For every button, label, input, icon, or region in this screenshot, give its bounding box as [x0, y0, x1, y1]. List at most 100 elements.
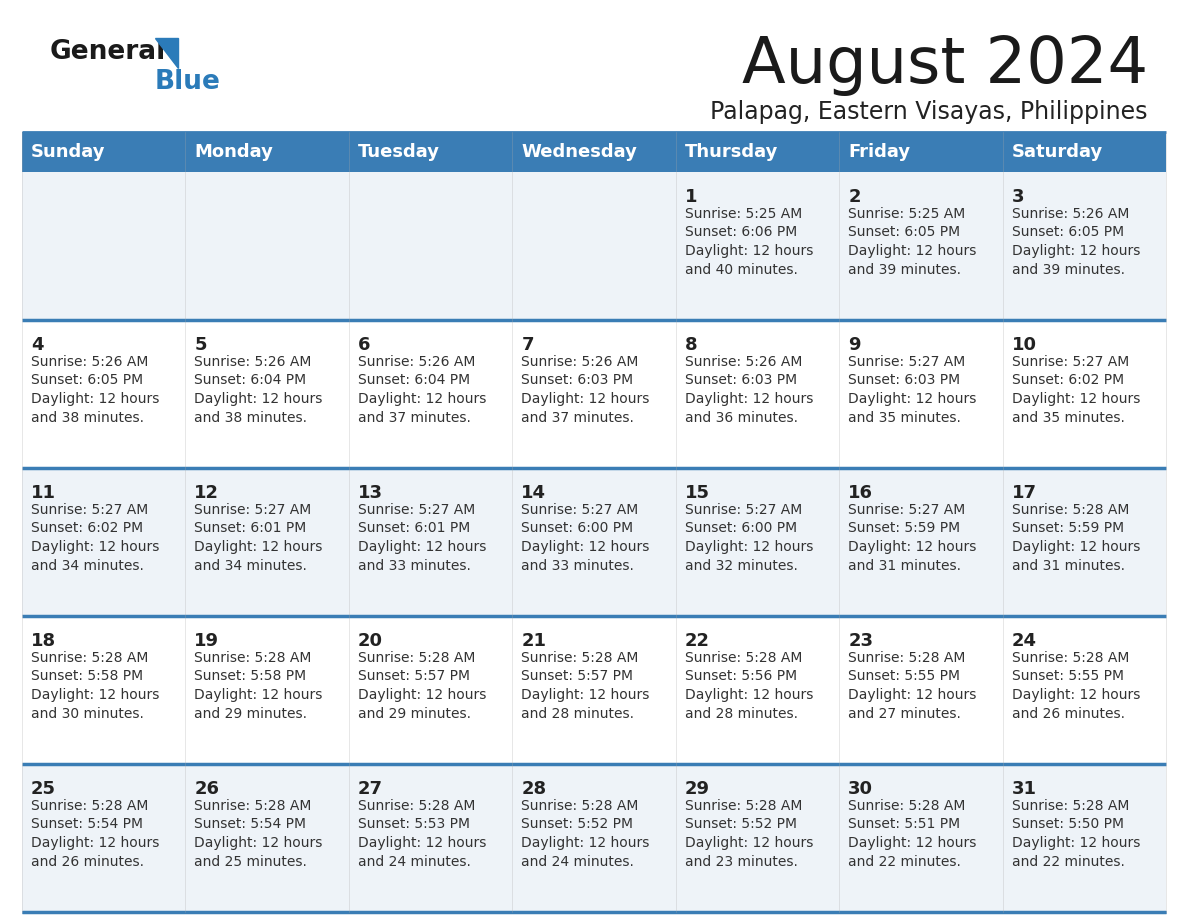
Bar: [676, 764, 839, 912]
Text: and 37 minutes.: and 37 minutes.: [358, 410, 470, 424]
Text: Daylight: 12 hours: Daylight: 12 hours: [684, 540, 813, 554]
Text: 28: 28: [522, 780, 546, 798]
Text: 6: 6: [358, 336, 371, 354]
Text: 27: 27: [358, 780, 383, 798]
Bar: [512, 764, 676, 912]
Bar: [512, 616, 676, 764]
Text: Sunrise: 5:28 AM: Sunrise: 5:28 AM: [522, 799, 639, 813]
Text: and 27 minutes.: and 27 minutes.: [848, 707, 961, 721]
Text: Sunset: 6:03 PM: Sunset: 6:03 PM: [522, 374, 633, 387]
Text: Daylight: 12 hours: Daylight: 12 hours: [848, 392, 977, 406]
Text: Daylight: 12 hours: Daylight: 12 hours: [31, 688, 159, 702]
Text: 17: 17: [1011, 484, 1037, 502]
Text: 8: 8: [684, 336, 697, 354]
Text: 19: 19: [195, 632, 220, 650]
Text: Sunset: 5:55 PM: Sunset: 5:55 PM: [1011, 669, 1124, 684]
Text: Daylight: 12 hours: Daylight: 12 hours: [1011, 836, 1140, 850]
Bar: [839, 468, 1003, 616]
Text: Wednesday: Wednesday: [522, 143, 637, 161]
Text: Sunset: 6:06 PM: Sunset: 6:06 PM: [684, 226, 797, 240]
Text: Sunrise: 5:27 AM: Sunrise: 5:27 AM: [522, 503, 638, 517]
Text: Sunset: 5:54 PM: Sunset: 5:54 PM: [195, 818, 307, 832]
Text: 5: 5: [195, 336, 207, 354]
Bar: [676, 468, 839, 616]
Text: Sunset: 6:02 PM: Sunset: 6:02 PM: [31, 521, 143, 535]
Text: Sunset: 5:53 PM: Sunset: 5:53 PM: [358, 818, 470, 832]
Text: Sunday: Sunday: [31, 143, 106, 161]
Text: and 35 minutes.: and 35 minutes.: [848, 410, 961, 424]
Text: 21: 21: [522, 632, 546, 650]
Bar: [839, 132, 1003, 172]
Text: and 33 minutes.: and 33 minutes.: [522, 558, 634, 573]
Text: 24: 24: [1011, 632, 1037, 650]
Bar: [676, 320, 839, 468]
Text: 3: 3: [1011, 188, 1024, 206]
Text: and 22 minutes.: and 22 minutes.: [848, 855, 961, 868]
Text: Friday: Friday: [848, 143, 910, 161]
Text: Sunset: 6:00 PM: Sunset: 6:00 PM: [684, 521, 797, 535]
Bar: [839, 616, 1003, 764]
Text: and 39 minutes.: and 39 minutes.: [848, 263, 961, 276]
Text: Monday: Monday: [195, 143, 273, 161]
Text: 2: 2: [848, 188, 860, 206]
Polygon shape: [154, 38, 178, 68]
Text: Sunset: 6:04 PM: Sunset: 6:04 PM: [358, 374, 470, 387]
Text: Sunrise: 5:28 AM: Sunrise: 5:28 AM: [848, 799, 966, 813]
Text: and 28 minutes.: and 28 minutes.: [522, 707, 634, 721]
Bar: [512, 132, 676, 172]
Text: 31: 31: [1011, 780, 1037, 798]
Text: Sunset: 6:01 PM: Sunset: 6:01 PM: [195, 521, 307, 535]
Text: Sunrise: 5:27 AM: Sunrise: 5:27 AM: [848, 355, 966, 369]
Text: Sunrise: 5:25 AM: Sunrise: 5:25 AM: [684, 207, 802, 221]
Text: and 38 minutes.: and 38 minutes.: [195, 410, 308, 424]
Bar: [676, 616, 839, 764]
Text: Sunset: 6:03 PM: Sunset: 6:03 PM: [848, 374, 960, 387]
Bar: [349, 616, 512, 764]
Text: Sunrise: 5:28 AM: Sunrise: 5:28 AM: [358, 799, 475, 813]
Bar: [185, 172, 349, 320]
Text: 7: 7: [522, 336, 533, 354]
Text: 26: 26: [195, 780, 220, 798]
Text: Daylight: 12 hours: Daylight: 12 hours: [1011, 392, 1140, 406]
Text: Blue: Blue: [154, 69, 221, 95]
Text: Sunset: 6:03 PM: Sunset: 6:03 PM: [684, 374, 797, 387]
Text: and 26 minutes.: and 26 minutes.: [1011, 707, 1125, 721]
Text: Daylight: 12 hours: Daylight: 12 hours: [358, 688, 486, 702]
Text: Sunrise: 5:28 AM: Sunrise: 5:28 AM: [522, 651, 639, 665]
Text: Daylight: 12 hours: Daylight: 12 hours: [31, 540, 159, 554]
Bar: [23, 468, 185, 616]
Text: August 2024: August 2024: [741, 34, 1148, 96]
Text: Sunrise: 5:28 AM: Sunrise: 5:28 AM: [1011, 799, 1129, 813]
Text: Sunrise: 5:28 AM: Sunrise: 5:28 AM: [195, 651, 311, 665]
Text: Daylight: 12 hours: Daylight: 12 hours: [195, 392, 323, 406]
Text: Daylight: 12 hours: Daylight: 12 hours: [848, 688, 977, 702]
Text: Sunset: 6:05 PM: Sunset: 6:05 PM: [1011, 226, 1124, 240]
Text: 20: 20: [358, 632, 383, 650]
Text: Sunset: 5:55 PM: Sunset: 5:55 PM: [848, 669, 960, 684]
Text: Daylight: 12 hours: Daylight: 12 hours: [522, 688, 650, 702]
Text: Sunset: 6:02 PM: Sunset: 6:02 PM: [1011, 374, 1124, 387]
Bar: [1003, 468, 1165, 616]
Text: 30: 30: [848, 780, 873, 798]
Text: and 29 minutes.: and 29 minutes.: [195, 707, 308, 721]
Text: Thursday: Thursday: [684, 143, 778, 161]
Text: and 33 minutes.: and 33 minutes.: [358, 558, 470, 573]
Text: General: General: [50, 39, 166, 65]
Bar: [512, 320, 676, 468]
Text: 25: 25: [31, 780, 56, 798]
Bar: [23, 132, 185, 172]
Text: 23: 23: [848, 632, 873, 650]
Bar: [185, 616, 349, 764]
Text: Sunrise: 5:28 AM: Sunrise: 5:28 AM: [1011, 651, 1129, 665]
Bar: [349, 320, 512, 468]
Text: and 30 minutes.: and 30 minutes.: [31, 707, 144, 721]
Text: and 23 minutes.: and 23 minutes.: [684, 855, 797, 868]
Text: and 39 minutes.: and 39 minutes.: [1011, 263, 1125, 276]
Text: Sunset: 6:05 PM: Sunset: 6:05 PM: [31, 374, 143, 387]
Text: Sunset: 5:56 PM: Sunset: 5:56 PM: [684, 669, 797, 684]
Bar: [676, 172, 839, 320]
Text: Daylight: 12 hours: Daylight: 12 hours: [1011, 244, 1140, 258]
Text: Sunrise: 5:27 AM: Sunrise: 5:27 AM: [684, 503, 802, 517]
Text: Sunset: 6:04 PM: Sunset: 6:04 PM: [195, 374, 307, 387]
Text: Sunrise: 5:27 AM: Sunrise: 5:27 AM: [1011, 355, 1129, 369]
